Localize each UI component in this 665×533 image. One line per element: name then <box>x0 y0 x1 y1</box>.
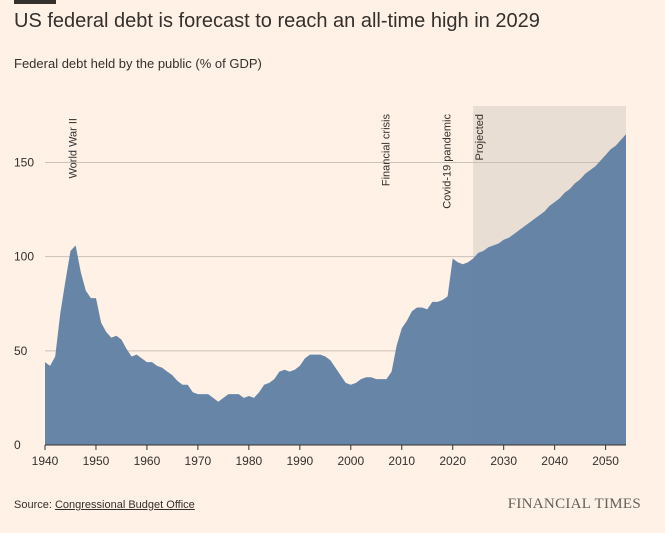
x-tick-label: 1960 <box>134 454 161 468</box>
x-tick-label: 1950 <box>83 454 110 468</box>
x-tick-label: 1990 <box>286 454 313 468</box>
x-tick-label: 2020 <box>439 454 466 468</box>
x-tick-label: 2050 <box>592 454 619 468</box>
annotation-covid-19-pandemic: Covid-19 pandemic <box>442 114 454 209</box>
y-tick-label: 0 <box>14 438 21 452</box>
x-tick-label: 1970 <box>185 454 212 468</box>
y-tick-label: 150 <box>14 156 34 170</box>
x-tick-label: 2000 <box>337 454 364 468</box>
source-note: Source: Congressional Budget Office <box>14 499 195 511</box>
annotation-world-war-ii: World War II <box>68 118 80 179</box>
x-tick-label: 2030 <box>490 454 517 468</box>
chart-title: US federal debt is forecast to reach an … <box>14 10 540 32</box>
ft-logo: FINANCIAL TIMES <box>507 496 641 512</box>
x-tick-label: 1940 <box>32 454 59 468</box>
source-link[interactable]: Congressional Budget Office <box>54 499 195 511</box>
chart-subtitle: Federal debt held by the public (% of GD… <box>14 56 262 71</box>
x-tick-label: 2010 <box>388 454 415 468</box>
x-tick-label: 1980 <box>236 454 263 468</box>
annotation-financial-crisis: Financial crisis <box>381 114 393 187</box>
source-prefix: Source: <box>14 499 55 511</box>
y-tick-label: 50 <box>14 344 28 358</box>
debt-area-series <box>45 134 626 446</box>
brand-bar <box>14 0 56 4</box>
y-tick-label: 100 <box>14 250 34 264</box>
annotation-projected: Projected <box>474 114 486 160</box>
x-tick-label: 2040 <box>541 454 568 468</box>
